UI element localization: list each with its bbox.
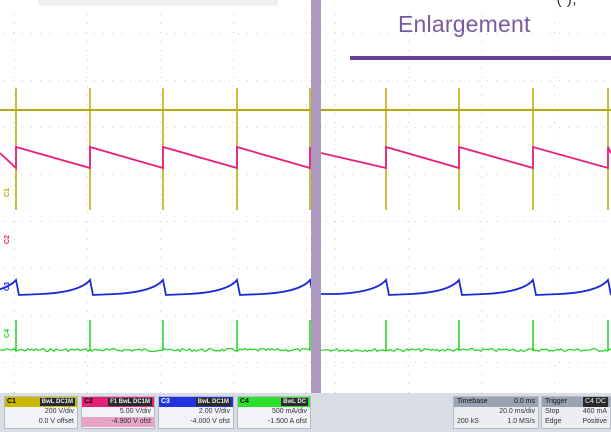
trigger-box[interactable]: Trigger C4 DC Stop 460 mA Edge Positive (541, 396, 611, 429)
enlargement-title: Enlargement (398, 11, 531, 37)
c3-trace (0, 277, 311, 296)
trigger-type-row: Edge Positive (542, 417, 610, 427)
trigger-channel: C4 DC (582, 397, 608, 407)
channel-c4-offset: -1.500 A ofst (268, 418, 307, 425)
waveform-grid-left (0, 10, 311, 393)
channel-c4-box[interactable]: C4 BwL DC 500 mA/div -1.500 A ofst (237, 396, 311, 429)
waveform-plot-right (321, 14, 611, 393)
channel-c3-box[interactable]: C3 BwL DC1M 2.00 V/div -4.000 V ofst (158, 396, 234, 429)
channel-c2-label: C2 (84, 398, 93, 405)
channel-c1-header: C1 BwL DC1M (5, 397, 77, 407)
channel-c3-label: C3 (161, 398, 170, 405)
channel-c1-box[interactable]: C1 BwL DC1M 200 V/div 0.0 V offset (4, 396, 78, 429)
channel-c3-badge: BwL DC1M (195, 398, 231, 406)
timebase-rate: 1.0 MS/s (507, 418, 535, 425)
trigger-level: 460 mA (582, 408, 607, 415)
waveform-grid-right (321, 10, 611, 393)
top-strip: ( ), (0, 0, 611, 10)
trigger-mode: Stop (545, 408, 560, 415)
channel-c1-scale: 200 V/div (44, 408, 74, 415)
trigger-type: Edge (545, 418, 562, 425)
channel-c4-scale: 500 mA/div (271, 408, 307, 415)
c4-trace (321, 347, 611, 353)
channel-c4-label: C4 (240, 398, 249, 405)
channel-c2-scale: 5.00 V/div (119, 408, 151, 415)
status-bar: C1 BwL DC1M 200 V/div 0.0 V offset C2 F1… (0, 393, 611, 432)
channel-c1-offset: 0.0 V offset (38, 418, 74, 425)
trigger-label: Trigger (545, 398, 567, 405)
channel-c2-box[interactable]: C2 F1 BwL DC1M 5.00 V/div -4.900 V ofst (81, 396, 155, 429)
trigger-slope: Positive (582, 418, 607, 425)
trigger-header: Trigger C4 DC (542, 397, 610, 407)
timebase-delay: 0.0 ms (513, 398, 535, 405)
channel-c3-scale: 2.00 V/div (198, 408, 230, 415)
enlargement-underline (350, 56, 611, 60)
channel-c3-offset: -4.000 V ofst (190, 418, 230, 425)
c3-trace (321, 277, 611, 296)
waveform-plot-left (0, 14, 311, 393)
timebase-box[interactable]: Timebase 0.0 ms 20.0 ms/div 200 kS 1.0 M… (453, 396, 539, 429)
timebase-scale: 20.0 ms/div (499, 408, 535, 415)
c3-tag: C3 (3, 282, 11, 291)
c2-trace (321, 145, 611, 170)
timebase-header: Timebase 0.0 ms (454, 397, 538, 407)
timebase-sample-row: 200 kS 1.0 MS/s (454, 417, 538, 427)
c1-tag: C1 (3, 188, 11, 197)
timebase-samples: 200 kS (457, 418, 479, 425)
channel-c1-label: C1 (7, 398, 16, 405)
c4-tag: C4 (3, 329, 11, 338)
top-cutoff-text: ( ), (557, 0, 577, 8)
channel-c2-offset: -4.900 V ofst (82, 417, 154, 427)
channel-c1-badge: BwL DC1M (39, 398, 75, 406)
channel-c4-badge: BwL DC (281, 398, 308, 406)
panel-divider (311, 0, 321, 432)
trigger-mode-row: Stop 460 mA (542, 407, 610, 417)
channel-c4-header: C4 BwL DC (238, 397, 310, 407)
top-strip-fade (38, 0, 278, 6)
channel-c2-header: C2 F1 BwL DC1M (82, 397, 154, 407)
c2-tag: C2 (3, 235, 11, 244)
timebase-label: Timebase (457, 398, 488, 405)
c2-trace (0, 145, 311, 171)
channel-c2-badge: F1 BwL DC1M (108, 398, 152, 406)
timebase-scale-row: 20.0 ms/div (454, 407, 538, 417)
c4-trace (0, 347, 311, 353)
channel-c3-header: C3 BwL DC1M (159, 397, 233, 407)
